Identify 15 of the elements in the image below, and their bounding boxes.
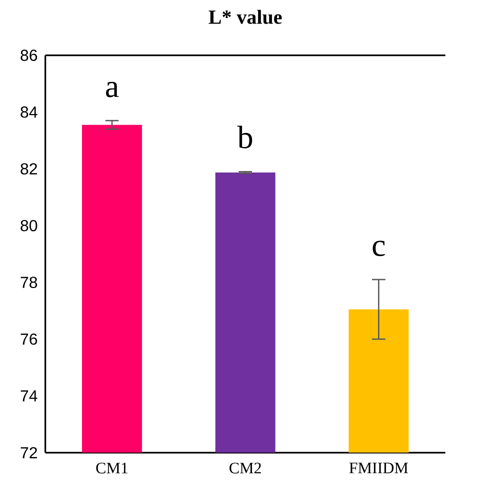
x-tick-label: CM1 <box>96 462 128 474</box>
x-tick-label: FMIIDM <box>349 462 408 474</box>
annotation: a <box>106 82 119 98</box>
y-tick-label: 74 <box>20 390 38 402</box>
x-tick-label: CM2 <box>230 462 261 474</box>
y-tick-label: 72 <box>20 447 37 458</box>
chart-title: L* value <box>208 10 282 24</box>
y-tick-label: 84 <box>20 106 38 118</box>
y-tick-label: 80 <box>20 220 38 232</box>
y-tick-label: 86 <box>20 50 38 61</box>
annotation: c <box>372 240 385 256</box>
y-tick-label: 78 <box>20 276 38 288</box>
annotation: b <box>237 126 252 148</box>
y-tick-label: 76 <box>20 333 38 345</box>
y-tick-label: 82 <box>20 163 37 175</box>
